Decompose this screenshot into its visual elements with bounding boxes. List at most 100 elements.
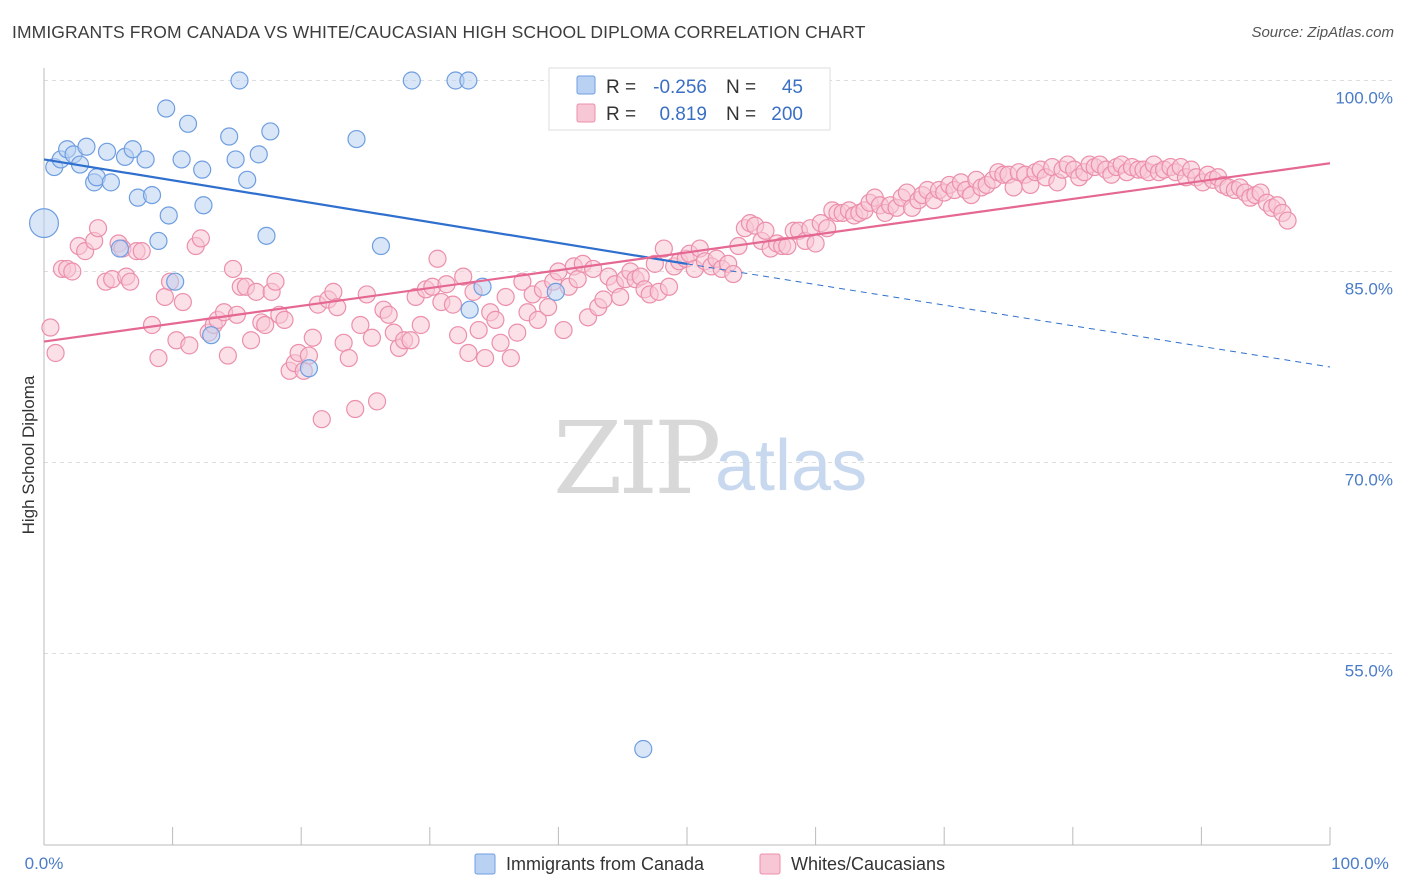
pink-point (528, 310, 547, 329)
pink-point (223, 259, 243, 279)
pink-point (496, 287, 515, 307)
pink-point (324, 282, 343, 301)
blue-point (546, 282, 565, 301)
pink-point (266, 272, 285, 291)
pink-point (443, 295, 463, 314)
blue-point (249, 145, 268, 164)
blue-point (136, 150, 155, 169)
pink-point (539, 298, 558, 317)
pink-series (41, 155, 1297, 429)
blue-point (29, 208, 59, 239)
legend: Immigrants from Canada Whites/Caucasians (474, 853, 945, 875)
blue-point (460, 300, 479, 319)
pink-point (339, 348, 358, 368)
x-tick-label-max: 100.0% (1331, 854, 1389, 873)
pink-point (275, 310, 294, 329)
blue-point (238, 170, 257, 189)
pink-point (459, 343, 478, 363)
blue-point (459, 71, 478, 90)
blue-point (299, 359, 319, 378)
blue-point (97, 142, 117, 161)
blue-trend-line (43, 158, 688, 265)
axis-layer (43, 68, 1331, 846)
y-tick-label: 100.0% (1335, 89, 1393, 108)
pink-point (46, 343, 65, 363)
watermark-atlas: atlas (715, 426, 867, 506)
stats-box-frame (548, 67, 831, 131)
blue-series (29, 71, 685, 759)
y-tick-label: 55.0% (1345, 662, 1393, 681)
pink-point (584, 259, 603, 279)
pink-point (247, 282, 266, 301)
pink-point (303, 328, 322, 347)
legend-blue-label: Immigrants from Canada (506, 854, 705, 874)
pink-point (312, 410, 331, 429)
stats-pink-r-value: 0.819 (659, 104, 707, 125)
blue-point (157, 99, 176, 118)
legend-pink-label: Whites/Caucasians (791, 854, 945, 874)
pink-point (346, 399, 365, 419)
chart-title: IMMIGRANTS FROM CANADA VS WHITE/CAUCASIA… (12, 22, 866, 42)
pink-point (806, 234, 825, 253)
pink-point (132, 242, 151, 261)
blue-point (101, 173, 120, 192)
pink-point (448, 326, 468, 345)
pink-point (121, 272, 140, 291)
pink-point (88, 219, 108, 238)
stats-pink-swatch (576, 103, 596, 123)
stats-blue-r-value: -0.256 (653, 77, 707, 98)
pink-point (491, 333, 510, 352)
pink-point (241, 331, 261, 350)
trend-lines (43, 158, 1331, 368)
pink-trend-line (43, 162, 1331, 343)
pink-point (654, 239, 673, 258)
pink-point (1278, 211, 1297, 230)
pink-point (508, 323, 527, 342)
blue-point (77, 137, 96, 156)
stats-blue-swatch (576, 75, 596, 95)
stats-pink-n-label: N = (726, 104, 756, 125)
pink-point (218, 346, 237, 365)
pink-point (411, 315, 430, 335)
blue-point (202, 326, 221, 345)
pink-point (594, 290, 613, 309)
y-tick-label: 85.0% (1345, 280, 1393, 299)
pink-point (513, 272, 532, 291)
pink-point (256, 315, 275, 335)
pink-point (475, 348, 495, 368)
pink-point (334, 333, 353, 352)
pink-point (362, 328, 382, 347)
blue-point (261, 122, 280, 141)
pink-point (554, 320, 573, 340)
pink-point (486, 310, 505, 329)
blue-point (110, 239, 129, 258)
pink-point (357, 285, 376, 304)
pink-point (379, 305, 398, 324)
pink-point (367, 392, 387, 411)
blue-point (159, 206, 178, 225)
blue-point (220, 127, 239, 146)
pink-point (173, 292, 192, 312)
watermark: ZIP atlas (553, 400, 867, 517)
blue-point (193, 160, 212, 179)
pink-point (454, 267, 473, 286)
pink-point (41, 318, 60, 337)
blue-trend-extension (686, 263, 1331, 368)
chart-source: Source: ZipAtlas.com (1251, 24, 1394, 41)
y-tick-label: 70.0% (1345, 471, 1393, 490)
pink-point (469, 320, 488, 340)
stats-box: R = -0.256 N = 45 R = 0.819 N = 200 (548, 67, 831, 131)
stats-blue-n-value: 45 (782, 77, 803, 98)
stats-pink-r-label: R = (606, 104, 636, 125)
stats-blue-n-label: N = (726, 77, 756, 98)
pink-point (328, 298, 347, 317)
blue-point (166, 272, 185, 291)
pink-point (659, 277, 679, 296)
blue-point (371, 236, 391, 256)
blue-point (257, 226, 276, 245)
blue-point (226, 150, 245, 169)
pink-point (63, 262, 82, 281)
legend-pink-swatch (759, 853, 781, 875)
pink-point (611, 287, 630, 307)
blue-point (172, 150, 191, 169)
